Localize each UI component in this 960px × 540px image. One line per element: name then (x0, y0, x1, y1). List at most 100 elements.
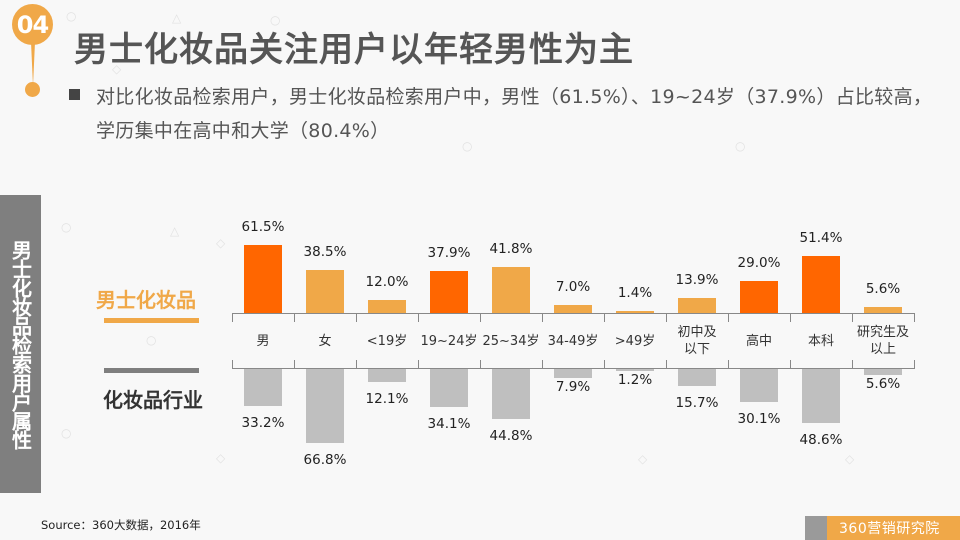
decor-circle-icon: ○ (61, 220, 72, 234)
value-label-bottom: 5.6% (865, 376, 901, 393)
badge-pin-dot (25, 82, 40, 97)
value-label-top: 12.0% (365, 273, 409, 290)
value-label-bottom: 44.8% (489, 427, 533, 444)
brand-grey-block (805, 516, 827, 540)
decor-circle-icon: ○ (66, 9, 77, 23)
bar-cosmetics-industry (802, 369, 840, 423)
legend-bottom-swatch (104, 368, 199, 373)
bar-cosmetics-industry (554, 369, 592, 378)
bullet-square-icon (69, 89, 80, 100)
sidebar-panel: 男士化妆品检索用户属性 (0, 195, 41, 493)
legend-bottom-label: 化妆品行业 (103, 388, 203, 412)
category-label: 研究生及 以上 (856, 325, 909, 357)
bar-cosmetics-industry (306, 369, 344, 444)
decor-circle-icon: ○ (146, 333, 157, 347)
bar-mens-cosmetics (430, 270, 468, 313)
sidebar-label: 男士化妆品检索用户属性 (8, 239, 33, 449)
axis-tick (790, 360, 791, 369)
value-label-bottom: 34.1% (427, 415, 471, 432)
bar-cosmetics-industry (244, 369, 282, 406)
decor-triangle-icon: △ (170, 224, 180, 238)
axis-tick (356, 313, 357, 322)
bar-cosmetics-industry (740, 369, 778, 403)
legend-top-swatch (104, 318, 199, 323)
value-label-top: 7.0% (555, 279, 591, 296)
axis-tick (356, 360, 357, 369)
bar-mens-cosmetics (616, 311, 654, 313)
axis-tick (294, 360, 295, 369)
value-label-top: 1.4% (617, 285, 653, 301)
axis-tick (790, 313, 791, 322)
axis-tick (232, 313, 233, 322)
axis-tick (418, 360, 419, 369)
bar-mens-cosmetics (492, 266, 530, 313)
decor-circle-icon: ○ (735, 139, 746, 153)
value-label-bottom: 15.7% (675, 395, 719, 412)
section-number: 04 (16, 10, 49, 39)
value-label-top: 51.4% (799, 229, 843, 246)
category-label: >49岁 (614, 333, 656, 349)
value-label-top: 38.5% (303, 244, 347, 261)
bar-mens-cosmetics (306, 270, 344, 313)
category-label: 高中 (745, 333, 772, 349)
bar-cosmetics-industry (368, 369, 406, 383)
decor-circle-icon: ○ (270, 13, 281, 27)
value-label-bottom: 30.1% (737, 411, 781, 428)
value-label-bottom: 1.2% (617, 372, 653, 388)
axis-tick (852, 360, 853, 369)
value-label-bottom: 48.6% (799, 431, 843, 448)
summary-text: 对比化妆品检索用户，男士化妆品检索用户中，男性（61.5%）、19~24岁（37… (96, 86, 933, 142)
value-label-bottom: 12.1% (365, 391, 409, 408)
bar-mens-cosmetics (554, 305, 592, 313)
category-label: 男 (256, 333, 270, 349)
axis-tick (604, 313, 605, 322)
category-label: 34-49岁 (547, 333, 599, 349)
decor-diamond-icon: ◇ (638, 452, 648, 466)
bar-mens-cosmetics (368, 299, 406, 313)
category-axis: 男 女 <19岁 19~24岁 25~34岁 34-49岁 >49岁 初中及 以下 高中 本科 研究… (232, 313, 915, 369)
axis-tick (728, 313, 729, 322)
axis-tick (418, 313, 419, 322)
category-label: 女 (318, 333, 332, 349)
value-label-top: 61.5% (241, 218, 285, 235)
axis-tick (604, 360, 605, 369)
category-label: 本科 (807, 333, 834, 349)
bar-mens-cosmetics (740, 280, 778, 313)
decor-triangle-icon: △ (172, 11, 182, 25)
section-number-badge: 04 (12, 4, 53, 45)
axis-tick (294, 313, 295, 322)
page-title: 男士化妆品关注用户以年轻男性为主 (74, 30, 634, 70)
value-label-top: 37.9% (427, 244, 471, 261)
axis-top-line (232, 313, 914, 314)
bar-cosmetics-industry (430, 369, 468, 407)
value-label-top: 5.6% (865, 280, 901, 297)
bar-cosmetics-industry (492, 369, 530, 419)
bar-cosmetics-industry (864, 369, 902, 376)
value-label-top: 29.0% (737, 254, 781, 271)
bar-cosmetics-industry (616, 369, 654, 371)
axis-tick (232, 360, 233, 369)
value-label-bottom: 66.8% (303, 452, 347, 469)
axis-tick (480, 313, 481, 322)
value-label-bottom: 7.9% (555, 378, 591, 395)
decor-diamond-icon: ◇ (112, 62, 122, 76)
decor-circle-icon: ○ (462, 139, 473, 153)
value-label-bottom: 33.2% (241, 414, 285, 431)
axis-tick (914, 313, 915, 322)
brand-name: 360营销研究院 (827, 516, 960, 540)
decor-diamond-icon: ◇ (845, 452, 855, 466)
bar-mens-cosmetics (864, 306, 902, 313)
value-label-top: 13.9% (675, 271, 719, 288)
legend-top-label: 男士化妆品 (96, 288, 196, 312)
axis-tick (666, 313, 667, 322)
axis-tick (852, 313, 853, 322)
axis-tick (666, 360, 667, 369)
axis-tick (728, 360, 729, 369)
axis-tick (480, 360, 481, 369)
decor-circle-icon: ○ (61, 426, 72, 440)
axis-tick (914, 360, 915, 369)
bar-mens-cosmetics (678, 297, 716, 313)
category-label: 初中及 以下 (677, 325, 717, 357)
category-label: 19~24岁 (420, 333, 478, 349)
source-note: Source：360大数据，2016年 (41, 518, 201, 532)
